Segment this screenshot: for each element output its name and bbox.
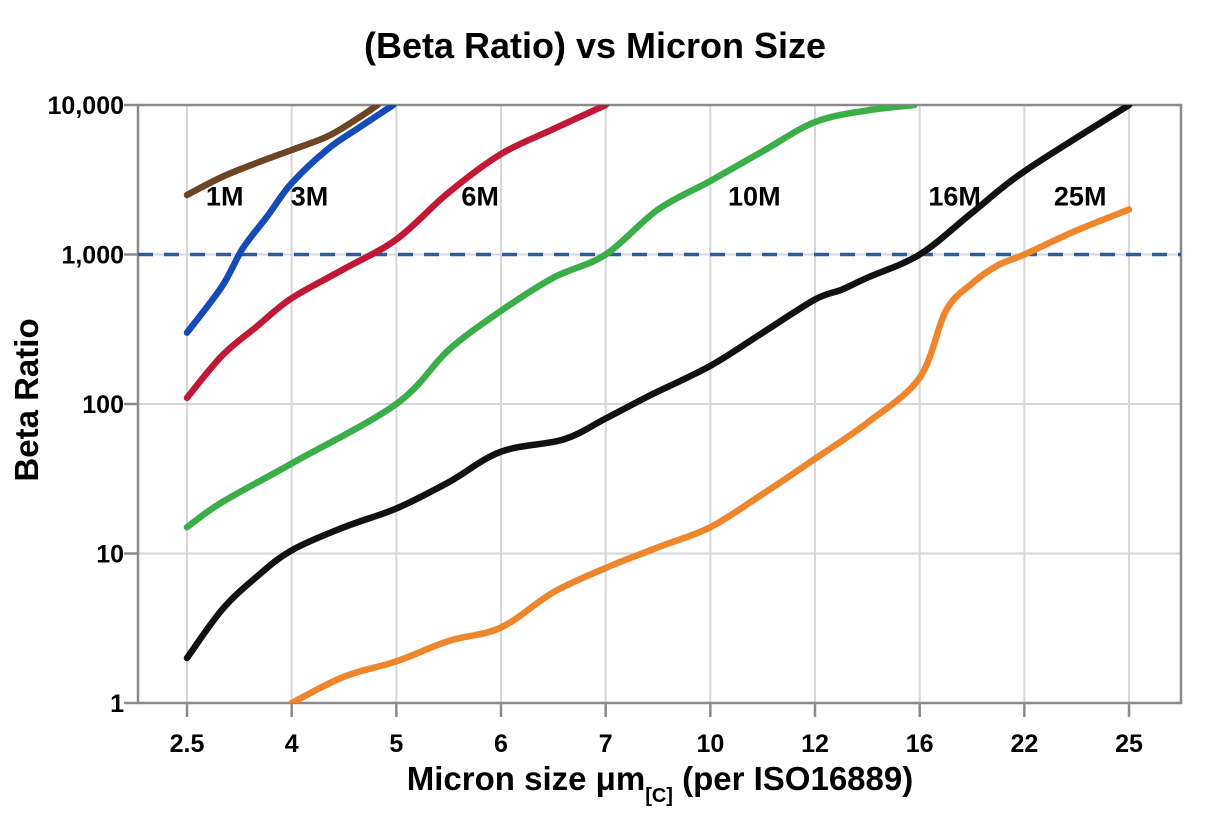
curve-25M [288, 206, 1133, 703]
curve-16M [183, 105, 1133, 662]
y-tick-label-1,000: 1,000 [61, 242, 124, 270]
x-tick-label-5: 5 [389, 730, 403, 758]
curve-3M [183, 105, 397, 336]
chart-title: (Beta Ratio) vs Micron Size [364, 25, 826, 66]
x-axis-title-rest: (per ISO16889) [673, 760, 913, 797]
x-tick-label-12: 12 [801, 730, 829, 758]
y-axis-title: Beta Ratio [8, 318, 45, 481]
y-tick-label-100: 100 [82, 391, 124, 419]
curve-label-10M: 10M [728, 181, 781, 211]
curve-6M [183, 105, 609, 402]
curve-label-16M: 16M [928, 181, 981, 211]
y-tick-label-10: 10 [96, 541, 124, 569]
axis-ticks-layer: 2.5 4 5 6 7 10 12 16 22 25 1 10 100 1,000 10,000 [48, 92, 1143, 758]
x-tick-label-10: 10 [696, 730, 724, 758]
curve-10M [183, 105, 918, 531]
curve-labels-layer: 1M 3M 6M 10M 16M 25M [206, 181, 1107, 211]
x-tick-label-6: 6 [494, 730, 508, 758]
x-tick-label-2.5: 2.5 [170, 730, 205, 758]
x-tick-label-25: 25 [1115, 730, 1143, 758]
x-tick-label-16: 16 [906, 730, 934, 758]
curve-label-1M: 1M [206, 181, 244, 211]
x-tick-label-4: 4 [285, 730, 299, 758]
y-tick-label-10,000: 10,000 [48, 92, 124, 120]
x-tick-label-7: 7 [599, 730, 613, 758]
x-axis-title-main: Micron size μm [407, 760, 645, 797]
curve-1M [183, 105, 381, 199]
x-axis-title: Micron size μm[C] (per ISO16889) [407, 760, 913, 807]
x-tick-label-22: 22 [1010, 730, 1038, 758]
curve-label-3M: 3M [291, 181, 329, 211]
series-layer [183, 105, 1133, 703]
y-tick-label-1: 1 [110, 690, 124, 718]
x-axis-title-subscript: [C] [645, 785, 673, 807]
curve-label-6M: 6M [461, 181, 499, 211]
curve-label-25M: 25M [1054, 181, 1107, 211]
